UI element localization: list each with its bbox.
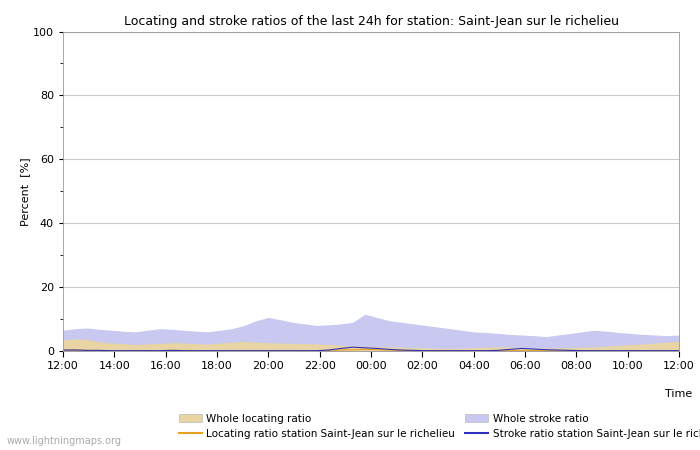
Title: Locating and stroke ratios of the last 24h for station: Saint-Jean sur le richel: Locating and stroke ratios of the last 2…: [123, 14, 619, 27]
Legend: Whole locating ratio, Locating ratio station Saint-Jean sur le richelieu, Whole : Whole locating ratio, Locating ratio sta…: [179, 414, 700, 439]
Y-axis label: Percent  [%]: Percent [%]: [20, 157, 30, 225]
X-axis label: Time: Time: [666, 389, 692, 399]
Text: www.lightningmaps.org: www.lightningmaps.org: [7, 436, 122, 446]
